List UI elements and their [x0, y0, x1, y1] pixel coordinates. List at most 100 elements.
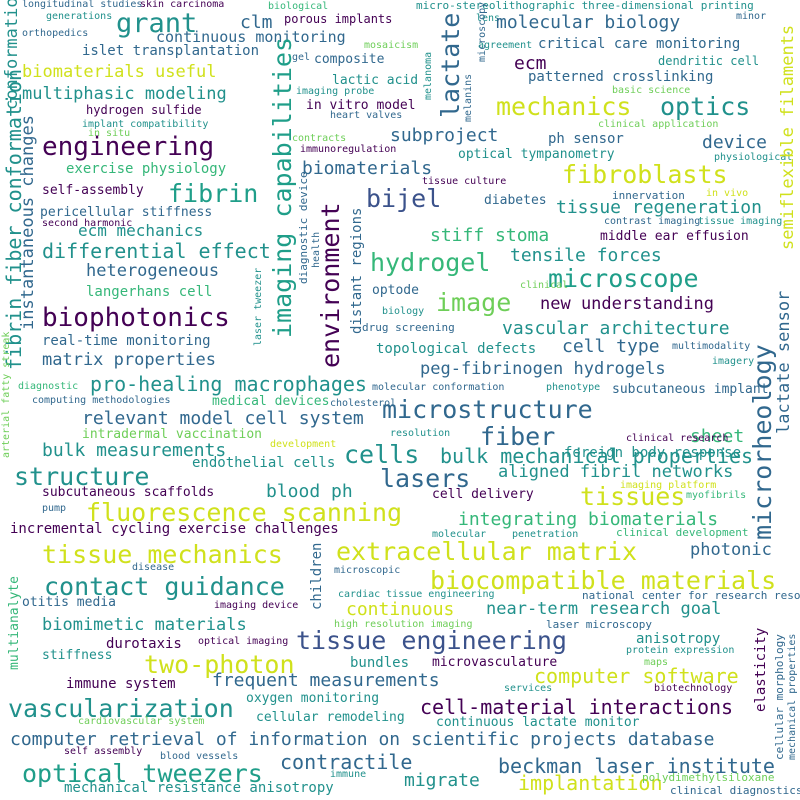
word-clinical-development: clinical development — [616, 526, 749, 539]
word-bulk-mechanical-properties: bulk mechanical properties — [440, 444, 754, 468]
word-imaging-capabilities: imaging capabilities — [268, 36, 297, 338]
word-sheet: sheet — [690, 426, 745, 447]
word-fiber: fiber — [480, 422, 556, 451]
word-phenotype: phenotype — [546, 382, 601, 393]
word-imagery: imagery — [712, 356, 755, 367]
word-biocompatible-materials: biocompatible materials — [430, 566, 777, 595]
word-skin-carcinoma: skin carcinoma — [140, 0, 225, 10]
word-subcutaneous-implant: subcutaneous implant — [612, 382, 769, 397]
word-implantation: implantation — [518, 771, 663, 795]
word-multiphasic-modeling: multiphasic modeling — [22, 84, 227, 104]
word-islet-transplantation: islet transplantation — [82, 43, 260, 59]
word-distant-regions: distant regions — [349, 207, 365, 334]
word-medical-devices: medical devices — [212, 394, 330, 409]
word-dendritic-cell: dendritic cell — [658, 54, 760, 68]
word-basic-science: basic science — [612, 85, 691, 96]
word-bundles: bundles — [350, 655, 410, 671]
word-continuous-lactate-monitor: continuous lactate monitor — [436, 715, 640, 730]
word-new-understanding: new understanding — [540, 294, 714, 314]
word-molecular: molecular — [432, 529, 487, 540]
word-laser-tweezer: laser tweezer — [253, 267, 264, 346]
word-engineering: engineering — [42, 132, 215, 162]
word-generations: generations — [46, 11, 113, 22]
word-middle-ear-effusion: middle ear effusion — [600, 229, 749, 244]
word-gel: gel — [292, 52, 311, 63]
word-environment: environment — [316, 202, 345, 368]
word-microscopy: microscopy — [477, 1, 488, 62]
word-blood-vessels: blood vessels — [160, 751, 239, 762]
word-biomimetic-materials: biomimetic materials — [42, 615, 247, 635]
word-semiflexible-filaments: semiflexible filaments — [778, 24, 798, 250]
word-pericellular-stiffness: pericellular stiffness — [40, 205, 213, 220]
word-durotaxis: durotaxis — [106, 636, 182, 652]
word-children: children — [309, 542, 325, 610]
word-patterned-crosslinking: patterned crosslinking — [528, 69, 714, 85]
word-agreement: agreement — [478, 40, 533, 51]
word-physiological: physiological — [714, 152, 793, 163]
word-maps: maps — [644, 657, 669, 668]
word-peg-fibrinogen-hydrogels: peg-fibrinogen hydrogels — [420, 359, 666, 379]
word-self-assembly: self-assembly — [42, 183, 144, 198]
word-biomaterials: biomaterials — [302, 158, 433, 179]
word-stiffness: stiffness — [42, 648, 113, 663]
word-microvasculature: microvasculature — [432, 655, 558, 670]
word-cell-type: cell type — [562, 336, 660, 357]
word-optics: optics — [660, 92, 751, 121]
word-cholesterol: cholesterol — [330, 398, 397, 409]
word-micro-stereolithographic: micro-stereolithographic three-dimension… — [416, 0, 754, 12]
word-pro-healing-macrophages: pro-healing macrophages — [90, 372, 367, 396]
word-tissue-mechanics: tissue mechanics — [42, 540, 283, 569]
word-image: image — [436, 288, 512, 317]
word-relevant-model-cell-system: relevant model cell system — [82, 408, 364, 429]
word-lactate: lactate — [436, 12, 465, 118]
word-melanins: melanins — [463, 73, 474, 122]
word-national-center: national center for research resources — [582, 589, 800, 602]
word-clinical: clinical — [520, 280, 569, 291]
word-microrheology: microrheology — [748, 344, 777, 540]
word-optode: optode — [372, 283, 419, 298]
word-development: development — [270, 439, 337, 450]
word-optical-tweezers: optical tweezers — [22, 759, 263, 788]
word-ecm: ecm — [514, 53, 547, 74]
word-beckman-laser-institute: beckman laser institute — [498, 754, 775, 778]
word-bulk-measurements: bulk measurements — [42, 440, 227, 461]
word-imaging-platform: imaging platform — [620, 480, 717, 491]
word-contractile: contractile — [280, 750, 413, 774]
word-endothelial-cells: endothelial cells — [192, 455, 336, 471]
word-resolution: resolution — [390, 428, 451, 439]
word-drug-screening: drug screening — [362, 321, 455, 334]
word-contact-guidance: contact guidance — [44, 572, 285, 601]
word-mechanical-resistance-anisotropy: mechanical resistance anisotropy — [64, 780, 334, 796]
word-hydrogel: hydrogel — [370, 248, 491, 277]
word-biological: biological — [268, 1, 329, 12]
word-continuous-monitoring: continuous monitoring — [156, 28, 346, 46]
word-microscopic: microscopic — [334, 565, 401, 576]
word-protein-expression: protein expression — [626, 645, 735, 656]
word-mosaicism: mosaicism — [364, 40, 419, 51]
word-contrast-imaging: contrast imaging — [604, 216, 701, 227]
word-clinical-diagnostics: clinical diagnostics — [670, 784, 800, 797]
word-near-term-research-goal: near-term research goal — [486, 599, 722, 619]
word-composite: composite — [314, 52, 385, 67]
word-matrix-properties: matrix properties — [42, 350, 216, 370]
word-cellular-morphology: cellular morphology — [773, 634, 786, 760]
word-multianalyte: multianalyte — [7, 576, 22, 670]
word-biotechnology: biotechnology — [654, 683, 733, 694]
word-tissue-regeneration: tissue regeneration — [556, 197, 762, 218]
word-second-harmonic: second harmonic — [42, 218, 133, 229]
word-innervation: innervation — [612, 189, 685, 202]
word-orthopedics: orthopedics — [22, 28, 89, 39]
word-computer-retrieval: computer retrieval of information on sci… — [10, 729, 715, 750]
word-immune: immune — [330, 769, 367, 780]
word-diagnostic-device: diagnostic device — [297, 171, 310, 284]
word-immune-system: immune system — [66, 676, 176, 692]
word-fluorescence-scanning: fluorescence scanning — [86, 498, 403, 527]
word-self-assembly-2: self assembly — [64, 746, 143, 757]
word-minor: minor — [736, 11, 767, 22]
word-biology: biology — [382, 306, 425, 317]
word-extracellular-matrix: extracellular matrix — [336, 537, 638, 566]
word-intradermal-vaccination: intradermal vaccination — [82, 427, 263, 442]
word-instantaneous-changes: instantaneous changes — [18, 115, 38, 330]
word-cell-material-interactions: cell-material interactions — [420, 695, 734, 719]
